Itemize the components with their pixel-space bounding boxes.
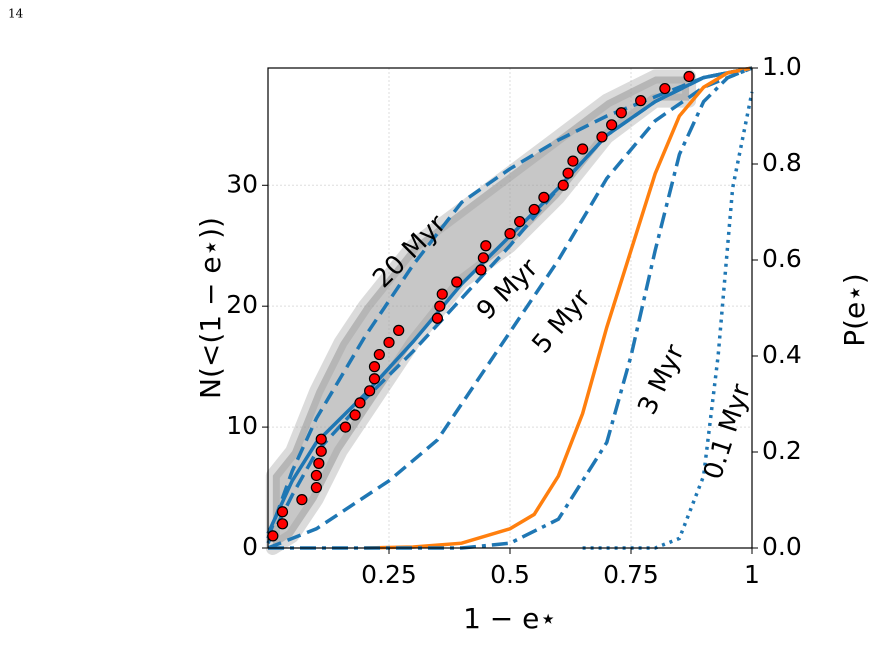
curve (364, 66, 753, 550)
curve (267, 66, 753, 550)
page-number: 14 (8, 7, 24, 21)
data-point (354, 397, 366, 409)
data-point (436, 288, 448, 300)
scatter-cloud (265, 69, 697, 555)
data-point (339, 421, 352, 433)
data-point (310, 469, 322, 482)
y2-tick-label: 0.8 (762, 148, 802, 177)
y2-tick-label: 0.4 (762, 340, 802, 369)
data-point (576, 143, 589, 155)
x-tick-label: 0.75 (603, 560, 659, 589)
data-point (383, 336, 395, 349)
y2-tick-label: 0.6 (762, 244, 802, 273)
x-tick-label: 0.5 (490, 560, 530, 589)
data-point (373, 348, 385, 361)
data-point (393, 324, 405, 336)
y2-tick-label: 0.0 (762, 532, 802, 561)
data-point (276, 518, 289, 530)
x-axis-label: 1 − e⋆ (463, 602, 557, 635)
data-point (368, 373, 381, 385)
data-point (557, 179, 569, 191)
data-point (434, 300, 446, 312)
data-point (431, 312, 443, 324)
data-point (480, 240, 492, 252)
curve (266, 66, 753, 544)
y-tick-label: 20 (226, 290, 258, 319)
curve (268, 66, 753, 550)
data-point (606, 119, 618, 131)
data-point (659, 82, 671, 95)
data-point (276, 506, 289, 518)
data-point (504, 228, 516, 240)
data-point (477, 252, 489, 264)
data-point (315, 433, 327, 445)
y2-tick-label: 1.0 (762, 52, 802, 81)
x-tick-label: 0.25 (361, 560, 417, 589)
data-point (615, 107, 627, 119)
data-point (562, 167, 574, 179)
curve-annotation: 0.1 Myr (698, 380, 757, 483)
data-point (538, 191, 550, 203)
data-point (475, 264, 487, 276)
y-tick-label: 10 (226, 411, 258, 440)
y-tick-label: 30 (226, 169, 258, 198)
data-point (528, 203, 540, 216)
data-point (364, 385, 376, 397)
curve-annotation: 5 Myr (527, 284, 597, 360)
data-point (596, 131, 608, 143)
x-tick-label: 1 (744, 560, 760, 589)
data-point (315, 445, 327, 457)
data-point (368, 361, 381, 373)
data-point (296, 494, 308, 506)
y2-axis-label: P(e⋆) (838, 273, 871, 347)
data-point (683, 70, 695, 83)
data-point (451, 276, 463, 288)
data-point (514, 215, 526, 228)
y2-tick-label: 0.2 (762, 436, 802, 465)
data-point (567, 155, 579, 167)
y-axis-label: N(<(1 − e⋆)) (194, 217, 227, 399)
curve-annotation: 3 Myr (632, 340, 690, 419)
data-point (635, 95, 647, 107)
data-point (349, 409, 361, 421)
data-point (310, 481, 322, 494)
data-point (313, 457, 325, 469)
y-tick-label: 0 (242, 532, 258, 561)
data-point (267, 530, 279, 542)
